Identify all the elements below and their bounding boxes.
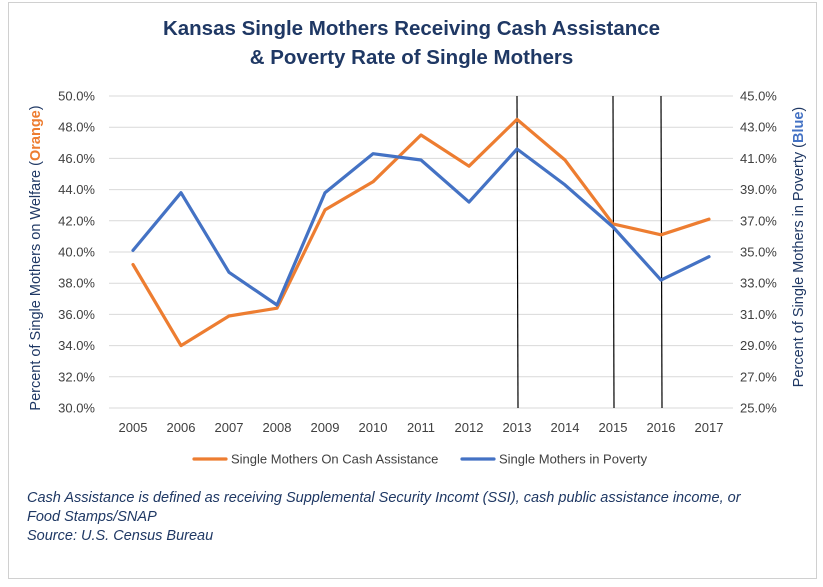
series-line [131,117,711,348]
y-tick-label-right: 29.0% [740,338,777,353]
x-tick-label: 2017 [695,420,724,435]
x-tick-label: 2005 [119,420,148,435]
vertical-marker-line [612,95,615,409]
axis-title-color-word: Orange [28,110,44,161]
y-tick-label-left: 30.0% [58,401,95,416]
y-tick-label-left: 48.0% [58,120,95,135]
chart-frame [8,2,817,579]
y-tick-label-right: 45.0% [740,89,777,104]
x-tick-label: 2012 [455,420,484,435]
legend-label-poverty: Single Mothers in Poverty [499,452,648,467]
axis-title-text: ) [28,105,44,110]
x-tick-label: 2007 [215,420,244,435]
y-tick-label-left: 50.0% [58,89,95,104]
y-tick-label-right: 31.0% [740,307,777,322]
footnote: Cash Assistance is defined as receiving … [27,489,787,546]
source-note: Source: U.S. Census Bureau [27,528,214,544]
footnote-line-2: Food Stamps/SNAP [27,509,157,525]
chart-title-line-2: & Poverty Rate of Single Mothers [249,46,574,69]
axis-title-color-word: Blue [791,112,807,143]
gridlines [109,95,733,409]
y-tick-label-right: 25.0% [740,401,777,416]
y-tick-label-right: 41.0% [740,151,777,166]
y-tick-label-left: 38.0% [58,276,95,291]
axis-titles: Percent of Single Mothers on Welfare (Or… [28,105,807,410]
x-axis-tick-labels: 2005 2006 2007 2008 2009 2010 2011 2012 2013 2014… [119,420,724,435]
chart-title-line-1: Kansas Single Mothers Receiving Cash Ass… [162,17,661,40]
vertical-marker-line [660,95,663,409]
x-tick-label: 2009 [311,420,340,435]
y-axis-title-right: Percent of Single Mothers in Poverty (Bl… [791,107,807,387]
left-axis-tick-labels: 30.0% 32.0% 34.0% 36.0% 38.0% 40.0% 42.0% 44.0%… [58,89,95,416]
y-tick-label-left: 36.0% [58,307,95,322]
series-lines [131,117,711,348]
axis-title-text: Percent of Single Mothers on Welfare ( [28,161,44,411]
y-tick-label-right: 37.0% [740,213,777,228]
x-tick-label: 2010 [359,420,388,435]
y-tick-label-left: 46.0% [58,151,95,166]
chart-title: Kansas Single Mothers Receiving Cash Ass… [8,14,815,72]
right-axis-tick-labels: 25.0% 27.0% 29.0% 31.0% 33.0% 35.0% 37.0% 39.0%… [740,89,777,416]
y-tick-label-left: 44.0% [58,182,95,197]
x-tick-label: 2011 [407,420,435,435]
legend-label-cash-assistance: Single Mothers On Cash Assistance [231,452,438,467]
y-tick-label-left: 34.0% [58,338,95,353]
x-tick-label: 2008 [263,420,292,435]
y-tick-label-left: 32.0% [58,369,95,384]
axis-title-text: ) [791,107,807,112]
x-tick-label: 2006 [167,420,196,435]
y-tick-label-left: 40.0% [58,245,95,260]
x-tick-label: 2014 [551,420,580,435]
y-tick-label-right: 35.0% [740,245,777,260]
y-axis-title-left: Percent of Single Mothers on Welfare (Or… [28,105,44,410]
x-tick-label: 2015 [599,420,628,435]
y-tick-label-right: 33.0% [740,276,777,291]
y-tick-label-left: 42.0% [58,213,95,228]
y-tick-label-right: 39.0% [740,182,777,197]
x-tick-label: 2016 [647,420,676,435]
axis-title-text: Percent of Single Mothers in Poverty ( [791,143,807,387]
footnote-line-1: Cash Assistance is defined as receiving … [27,490,741,506]
legend: Single Mothers On Cash Assistance Single … [192,452,648,467]
series-line [131,147,711,307]
y-tick-label-right: 27.0% [740,369,777,384]
y-tick-label-right: 43.0% [740,120,777,135]
vertical-marker-line [516,95,519,409]
x-tick-label: 2013 [503,420,532,435]
